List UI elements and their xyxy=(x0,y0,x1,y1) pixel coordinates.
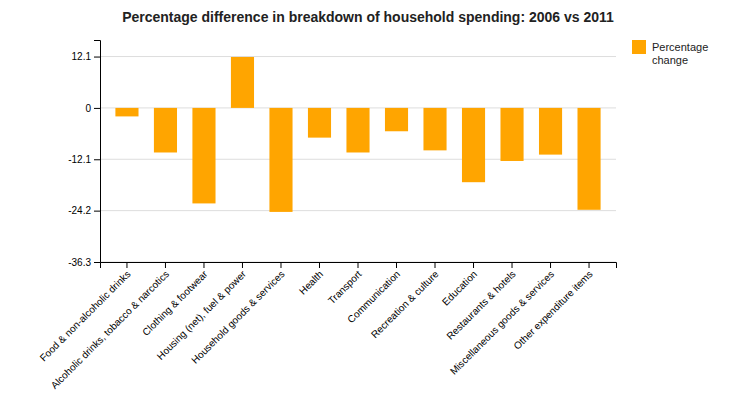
bar xyxy=(192,108,215,204)
x-tick-mark xyxy=(126,262,127,268)
x-tick: Transport xyxy=(326,262,364,306)
bar xyxy=(346,108,369,153)
x-tick-label: Education xyxy=(440,268,479,307)
grid-line xyxy=(100,159,616,160)
chart-svg: Percentage difference in breakdown of ho… xyxy=(0,0,736,412)
bar xyxy=(231,57,254,108)
bar xyxy=(423,108,446,150)
x-tick: Recreation & culture xyxy=(369,262,441,340)
x-tick-mark xyxy=(242,262,243,268)
y-tick-mark xyxy=(94,262,100,263)
x-tick: Restaurants & hotels xyxy=(444,262,517,342)
x-tick-mark xyxy=(358,262,359,268)
y-tick-mark xyxy=(94,57,100,58)
bars xyxy=(115,57,600,212)
bar xyxy=(577,108,600,210)
x-tick-mark xyxy=(396,262,397,268)
y-axis-line xyxy=(94,41,101,263)
y-tick: -12.1 xyxy=(68,154,100,165)
y-tick-label: 12.1 xyxy=(72,51,92,62)
x-tick: Household goods & services xyxy=(189,262,286,366)
chart-title: Percentage difference in breakdown of ho… xyxy=(122,9,614,25)
x-tick-label: Other expenditure items xyxy=(511,268,594,351)
x-tick-mark xyxy=(435,262,436,268)
y-tick: -36.3 xyxy=(68,257,100,268)
y-tick-mark xyxy=(94,159,100,160)
y-tick-label: -36.3 xyxy=(68,257,91,268)
grid-line xyxy=(100,210,616,211)
y-tick: -24.2 xyxy=(68,205,100,216)
x-tick-mark xyxy=(473,262,474,268)
x-tick-label: Household goods & services xyxy=(189,268,286,365)
y-tick: 0 xyxy=(85,103,100,114)
bar xyxy=(462,108,485,182)
x-tick-label: Clothing & footwear xyxy=(140,268,210,338)
y-tick: 12.1 xyxy=(72,51,100,62)
legend-label: Percentagechange xyxy=(652,41,708,66)
grid xyxy=(100,57,616,262)
x-tick-label: Recreation & culture xyxy=(369,268,441,340)
y-tick-label: -12.1 xyxy=(68,154,91,165)
bar xyxy=(539,108,562,155)
y-tick-label: -24.2 xyxy=(68,205,91,216)
y-tick-mark xyxy=(94,108,100,109)
bar xyxy=(385,108,408,131)
y-tick-mark xyxy=(94,211,100,212)
x-tick-mark xyxy=(589,262,590,268)
grid-line xyxy=(100,56,616,57)
x-tick-label: Restaurants & hotels xyxy=(444,268,517,341)
bar xyxy=(308,108,331,138)
legend-swatch xyxy=(632,40,646,54)
x-tick-mark xyxy=(203,262,204,268)
legend-label-line: change xyxy=(652,54,688,66)
y-axis: 12.1 0 -12.1 -24.2 -36.3 xyxy=(68,41,100,268)
x-tick-mark xyxy=(280,262,281,268)
chart-container: Percentage difference in breakdown of ho… xyxy=(0,0,736,412)
bar xyxy=(500,108,523,161)
plot-area: 12.1 0 -12.1 -24.2 -36.3Food & non-alcoholic… xyxy=(38,41,617,391)
x-tick-mark xyxy=(550,262,551,268)
x-tick-mark xyxy=(512,262,513,268)
x-tick-mark xyxy=(319,262,320,268)
bar xyxy=(269,108,292,212)
legend: Percentagechange xyxy=(632,40,708,66)
x-axis: Food & non-alcoholic drinksAlcoholic dri… xyxy=(38,262,617,391)
x-tick: Health xyxy=(297,262,325,297)
legend-label-line: Percentage xyxy=(652,41,708,53)
bar xyxy=(154,108,177,153)
x-axis-line xyxy=(101,263,617,269)
x-tick: Clothing & footwear xyxy=(140,262,210,338)
x-tick: Other expenditure items xyxy=(511,262,594,352)
y-tick-label: 0 xyxy=(85,103,91,114)
x-tick-mark xyxy=(165,262,166,268)
x-tick: Education xyxy=(440,262,479,308)
x-tick-label: Health xyxy=(297,268,325,296)
x-tick-label: Transport xyxy=(326,268,364,306)
bar xyxy=(115,108,138,116)
